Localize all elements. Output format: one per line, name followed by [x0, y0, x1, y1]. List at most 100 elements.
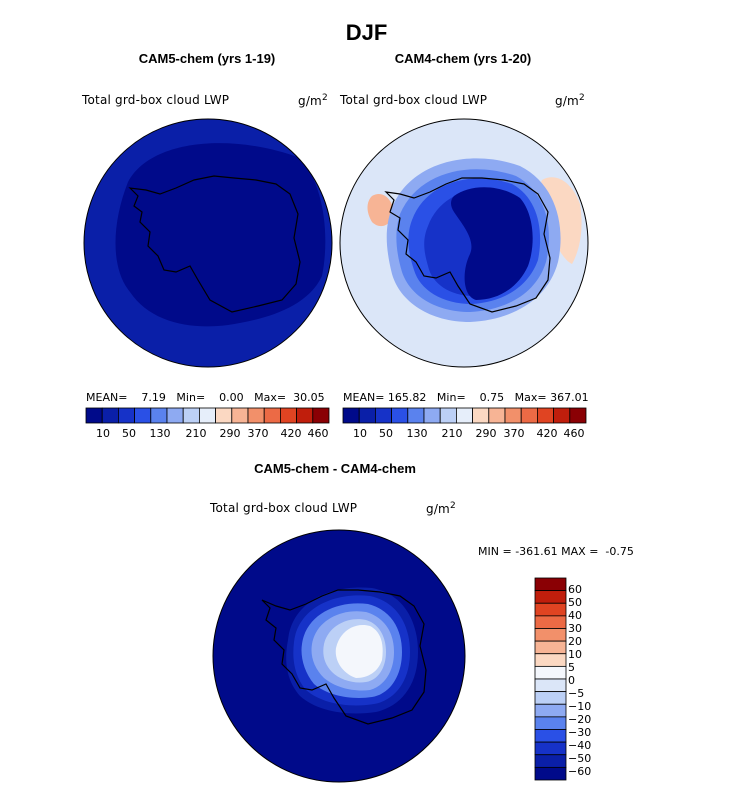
panel-3-field-interior: [335, 624, 383, 678]
units-base: g/m: [426, 502, 450, 516]
colorbar-tick-label: 370: [247, 427, 269, 440]
colorbar-tick-label: 20: [568, 635, 582, 648]
max-label: Max=: [514, 391, 547, 404]
figure-title: DJF: [345, 20, 388, 45]
panel-1-stats: MEAN= 7.19 Min= 0.00 Max= 30.05: [86, 391, 325, 404]
min-label: Min=: [436, 391, 466, 404]
colorbar-tick-label: 210: [185, 427, 207, 440]
colorbar-swatch: [534, 729, 567, 743]
colorbar-tick-label: 420: [536, 427, 558, 440]
panel-3-units: g/m2: [426, 501, 456, 516]
colorbar-tick-label: −10: [568, 700, 592, 713]
max-value: 30.05: [293, 391, 325, 404]
colorbar-tick-label: 5: [568, 661, 575, 674]
colorbar-tick-label: 50: [379, 427, 393, 440]
colorbar-swatch: [534, 628, 567, 642]
min-value: 0.00: [219, 391, 244, 404]
colorbar-swatch: [534, 665, 567, 680]
min-label: Min=: [176, 391, 206, 404]
colorbar-tick-label: 60: [568, 583, 582, 596]
colorbar-tick-label: −20: [568, 713, 592, 726]
colorbar-tick-label: 130: [149, 427, 171, 440]
units-base: g/m: [555, 94, 579, 108]
colorbar-tick-label: −40: [568, 739, 592, 752]
colorbar-tick-label: 370: [503, 427, 525, 440]
colorbar-swatch: [569, 407, 587, 424]
panel-2-colorbar-labels: 10 50 130 210 290 370 420 460: [0, 427, 733, 441]
colorbar-swatch: [534, 602, 567, 617]
colorbar-swatch: [534, 716, 567, 730]
colorbar-tick-label: 30: [568, 622, 582, 635]
mean-label: MEAN=: [86, 391, 128, 404]
max-value: -0.75: [605, 545, 634, 558]
max-label: Max=: [254, 391, 287, 404]
colorbar-tick-label: 10: [353, 427, 367, 440]
panel-1-colorbar-labels: 10 50 130 210 290 370 420 460: [0, 427, 733, 441]
colorbar-tick-label: −60: [568, 765, 592, 778]
panel-3-title: CAM5-chem - CAM4-chem: [254, 461, 416, 476]
units-base: g/m: [298, 94, 322, 108]
colorbar-tick-label: 40: [568, 609, 582, 622]
colorbar-swatch: [534, 691, 567, 705]
units-exponent: 2: [321, 93, 328, 103]
units-exponent: 2: [449, 501, 456, 511]
panel-3-variable-label: Total grd-box cloud LWP: [210, 501, 358, 515]
colorbar-swatch: [534, 653, 567, 667]
max-value: 367.01: [550, 391, 589, 404]
colorbar-tick-label: 10: [96, 427, 110, 440]
panel-2-field-interior: [451, 187, 533, 300]
colorbar-swatch: [534, 754, 567, 768]
min-value: -361.61: [515, 545, 558, 558]
colorbar-tick-label: −50: [568, 752, 592, 765]
panel-1-coastline: [128, 175, 301, 313]
colorbar-tick-label: −5: [568, 687, 585, 700]
colorbar-swatch: [534, 766, 567, 781]
colorbar-tick-label: 290: [219, 427, 241, 440]
panel-1-title: CAM5-chem (yrs 1-19): [138, 51, 276, 66]
min-label: MIN =: [478, 545, 512, 558]
panel-2-variable-label: Total grd-box cloud LWP: [340, 93, 488, 107]
mean-value: 165.82: [387, 391, 427, 404]
colorbar-tick-label: 0: [568, 674, 575, 687]
panel-1-map-border: [83, 118, 333, 368]
panel-2-title: CAM4-chem (yrs 1-20): [394, 51, 532, 66]
panel-3-stats: MIN = -361.61 MAX = -0.75: [478, 545, 634, 558]
panel-3-map-border: [212, 529, 466, 783]
units-exponent: 2: [578, 93, 585, 103]
panel-2-field-high-west: [367, 193, 394, 227]
panel-1-field-low: [115, 143, 326, 327]
colorbar-tick-label: 130: [406, 427, 428, 440]
colorbar-tick-label: −30: [568, 726, 592, 739]
panel-3-coastline: [261, 589, 427, 725]
min-value: 0.75: [479, 391, 505, 404]
colorbar-tick-label: 50: [568, 596, 582, 609]
colorbar-tick-label: 10: [568, 648, 582, 661]
panel-2-coastline: [384, 177, 551, 313]
max-label: MAX =: [561, 545, 599, 558]
colorbar-swatch: [312, 407, 330, 424]
colorbar-swatch: [534, 577, 567, 592]
colorbar-tick-label: 210: [441, 427, 463, 440]
colorbar-tick-label: 460: [563, 427, 585, 440]
mean-label: MEAN=: [343, 391, 385, 404]
colorbar-swatch: [534, 678, 567, 693]
colorbar-swatch: [534, 703, 567, 718]
colorbar-tick-label: 290: [475, 427, 497, 440]
colorbar-tick-label: 460: [307, 427, 329, 440]
panel-1-variable-label: Total grd-box cloud LWP: [82, 93, 230, 107]
panel-1-units: g/m2: [298, 93, 328, 108]
panel-2-units: g/m2: [555, 93, 585, 108]
colorbar-tick-label: 420: [280, 427, 302, 440]
colorbar-swatch: [534, 590, 567, 604]
panel-2-stats: MEAN= 165.82 Min= 0.75 Max= 367.01: [343, 391, 589, 404]
panel-2-map-border: [339, 118, 589, 368]
colorbar-swatch: [534, 741, 567, 756]
colorbar-tick-label: 50: [122, 427, 136, 440]
colorbar-swatch: [534, 615, 567, 629]
